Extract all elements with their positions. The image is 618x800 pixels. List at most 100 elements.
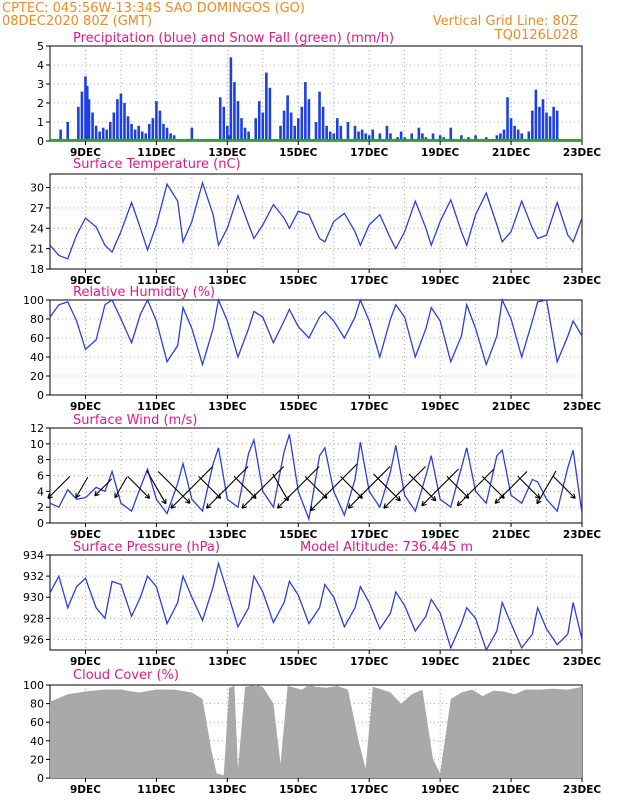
xtick-label: 9DEC: [70, 656, 101, 668]
precip-bar: [417, 127, 421, 141]
precip-bar: [137, 125, 140, 141]
precip-bar: [158, 110, 162, 141]
precip-bar: [98, 131, 101, 141]
xtick-label: 23DEC: [563, 401, 602, 413]
wind-arrow: [481, 476, 505, 499]
xtick-label: 23DEC: [563, 529, 602, 541]
wind-arrow: [47, 476, 71, 499]
precip-bar: [335, 118, 339, 141]
ytick-label: 6: [37, 470, 44, 483]
precip-bar: [364, 133, 367, 141]
precip-bar: [541, 99, 545, 141]
precip-bar: [94, 125, 98, 141]
precip-bar: [314, 122, 318, 141]
ytick-label: 18: [30, 263, 44, 276]
wind-arrow: [114, 476, 128, 499]
xtick-label: 13DEC: [208, 529, 247, 541]
xtick-label: 15DEC: [279, 784, 318, 796]
precip-bar: [257, 101, 261, 141]
wind-arrow: [205, 466, 249, 509]
xtick-label: 11DEC: [137, 784, 176, 796]
ytick-label: 930: [23, 591, 44, 604]
xtick-label: 19DEC: [421, 275, 460, 287]
wind-arrow: [552, 476, 576, 499]
header-station: CPTEC: 045:56W-13:34S SAO DOMINGOS (GO): [2, 1, 305, 16]
precip-bar: [389, 133, 392, 141]
ytick-label: 20: [30, 753, 44, 766]
precip-bar: [116, 99, 119, 141]
ytick-label: 0: [37, 389, 44, 402]
precip-bar: [236, 101, 240, 141]
wind-arrow: [170, 466, 214, 509]
precip-bar: [119, 93, 123, 141]
xtick-label: 17DEC: [350, 784, 389, 796]
xtick-label: 15DEC: [279, 656, 318, 668]
precip-bar: [282, 110, 286, 141]
ytick-label: 100: [23, 294, 44, 307]
wind-arrow: [233, 476, 257, 499]
xtick-label: 13DEC: [208, 275, 247, 287]
precip-bar: [339, 125, 343, 141]
wind-arrow: [421, 468, 459, 507]
ytick-label: 934: [23, 549, 44, 562]
ytick-label: 60: [30, 332, 44, 345]
xtick-label: 21DEC: [492, 275, 531, 287]
xtick-label: 13DEC: [208, 401, 247, 413]
precip-bar: [247, 131, 250, 141]
wind-arrow: [198, 476, 222, 499]
precip-bar: [332, 133, 336, 141]
precip-bar: [133, 129, 137, 141]
precip-bar: [367, 135, 371, 141]
ytick-label: 0: [37, 517, 44, 530]
xtick-label: 9DEC: [70, 529, 101, 541]
precip-bar: [304, 82, 307, 141]
precip-bar: [325, 125, 328, 141]
precip-bar: [527, 131, 531, 141]
ytick-label: 2: [37, 501, 44, 514]
series-line: [49, 297, 583, 367]
panel-title: Surface Pressure (hPa): [73, 540, 220, 555]
xtick-label: 19DEC: [421, 401, 460, 413]
wind-arrow: [276, 466, 320, 509]
precip-bar: [254, 118, 258, 141]
panel-4: 926 928 930 932 934 9DEC 11DEC 13DEC 15DEC 17DEC 1…: [23, 540, 601, 668]
ytick-label: 24: [30, 222, 44, 235]
wind-arrow: [536, 470, 557, 505]
wind-arrow: [146, 470, 167, 505]
ytick-label: 8: [37, 454, 44, 467]
xtick-label: 11DEC: [137, 147, 176, 159]
wind-arrow: [517, 476, 541, 499]
precip-bar: [140, 131, 144, 141]
xtick-label: 21DEC: [492, 401, 531, 413]
precip-bar: [84, 76, 87, 141]
precip-bar: [108, 122, 112, 141]
wind-arrow: [127, 476, 151, 499]
precip-bar: [534, 89, 538, 141]
precip-bar: [80, 91, 84, 141]
precip-bar: [520, 133, 524, 141]
precip-bar: [279, 125, 282, 141]
wind-arrow: [304, 476, 328, 499]
xtick-label: 23DEC: [563, 147, 602, 159]
xtick-label: 15DEC: [279, 529, 318, 541]
precip-bar: [226, 125, 229, 141]
precip-bar: [222, 106, 226, 141]
precip-bar: [101, 127, 105, 141]
precip-bar: [91, 112, 94, 141]
precip-bar: [59, 129, 62, 141]
precip-bar: [148, 123, 151, 141]
precip-bar: [296, 118, 300, 141]
panel-3: 0 2 4 6 8 10 12 9DEC 11DEC 13DEC 15DEC 17DEC 19DEC 21…: [30, 413, 601, 541]
panel-title: Cloud Cover (%): [73, 668, 179, 683]
precip-bar: [268, 87, 272, 141]
precip-bar: [421, 133, 424, 141]
panel-subtitle: Model Altitude: 736.445 m: [300, 540, 473, 555]
panel-frame: [49, 173, 583, 270]
ytick-label: 3: [37, 78, 44, 91]
ytick-label: 30: [30, 182, 44, 195]
precip-bar: [155, 101, 158, 141]
xtick-label: 19DEC: [421, 529, 460, 541]
wind-arrow: [456, 468, 495, 507]
wind-arrow: [309, 463, 358, 512]
precip-bar: [233, 82, 236, 141]
